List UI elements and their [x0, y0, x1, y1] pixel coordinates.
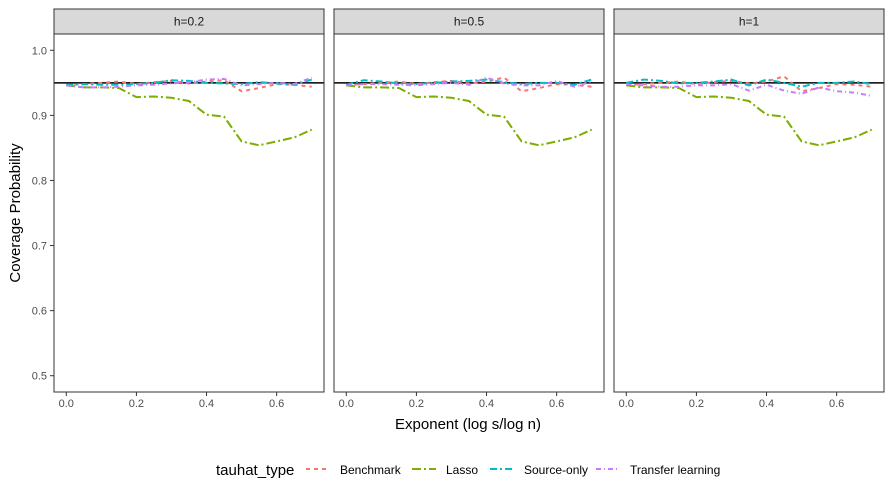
x-axis-title: Exponent (log s/log n)	[395, 416, 541, 433]
x-tick-label: 0.6	[269, 398, 284, 410]
facet-strip	[613, 8, 885, 35]
facet-panel-1: h=0.5 0.0 0.2 0.4 0.6	[333, 8, 605, 410]
panel-background	[334, 34, 604, 392]
x-tick-label: 0.2	[129, 398, 144, 410]
facet-strip-label: h=1	[739, 15, 760, 29]
y-tick-label: 0.8	[32, 175, 47, 187]
x-tick-label: 0.0	[619, 398, 634, 410]
y-axis-title: Coverage Probability	[7, 143, 24, 283]
x-tick-label: 0.2	[409, 398, 424, 410]
series-line-lasso	[346, 84, 593, 147]
panel-background	[54, 34, 324, 392]
x-tick-label: 0.6	[829, 398, 844, 410]
y-tick-label: 0.9	[32, 110, 47, 122]
legend: tauhat_type Benchmark Lasso Source-only Tra…	[216, 462, 720, 479]
x-tick-label: 0.0	[339, 398, 354, 410]
series-line-lasso	[66, 84, 313, 147]
x-tick-label: 0.0	[59, 398, 74, 410]
legend-label: Benchmark	[340, 463, 402, 477]
panel-border	[613, 33, 885, 393]
x-tick-label: 0.4	[759, 398, 774, 410]
legend-label: Source-only	[524, 463, 588, 477]
panel-border	[333, 33, 605, 393]
legend-item: Source-only	[490, 463, 588, 477]
legend-title: tauhat_type	[216, 462, 294, 479]
x-tick-label: 0.6	[549, 398, 564, 410]
x-tick-label: 0.4	[479, 398, 494, 410]
series-line-transfer-learning	[346, 76, 593, 88]
facet-strip-label: h=0.5	[454, 15, 485, 29]
series-line-lasso	[626, 84, 873, 147]
legend-item: Transfer learning	[596, 463, 720, 477]
legend-item: Benchmark	[306, 463, 402, 477]
facet-strip	[333, 8, 605, 35]
legend-item: Lasso	[412, 463, 478, 477]
facet-panel-0: h=0.2 0.0 0.2 0.4 0.6 0.5 0.6 0.7 0.8 0.9 1.0	[32, 8, 325, 410]
y-tick-label: 0.7	[32, 241, 47, 253]
legend-label: Lasso	[446, 463, 478, 477]
series-line-transfer-learning	[626, 83, 872, 97]
x-tick-label: 0.4	[199, 398, 214, 410]
facet-strip-label: h=0.2	[174, 15, 205, 29]
series-line-source-only	[626, 78, 872, 88]
facet-panels: h=0.2 0.0 0.2 0.4 0.6 0.5 0.6 0.7 0.8 0.9 1.0 h=0.5…	[32, 8, 885, 410]
facet-panel-2: h=1 0.0 0.2 0.4 0.6	[613, 8, 885, 410]
x-tick-label: 0.2	[689, 398, 704, 410]
legend-label: Transfer learning	[630, 463, 720, 477]
y-tick-label: 0.5	[32, 371, 47, 383]
facet-strip	[53, 8, 325, 35]
panel-background	[614, 34, 884, 392]
y-tick-label: 1.0	[32, 45, 47, 57]
series-line-benchmark	[66, 79, 312, 93]
y-tick-label: 0.6	[32, 306, 47, 318]
panel-border	[53, 33, 325, 393]
series-line-transfer-learning	[66, 76, 313, 89]
